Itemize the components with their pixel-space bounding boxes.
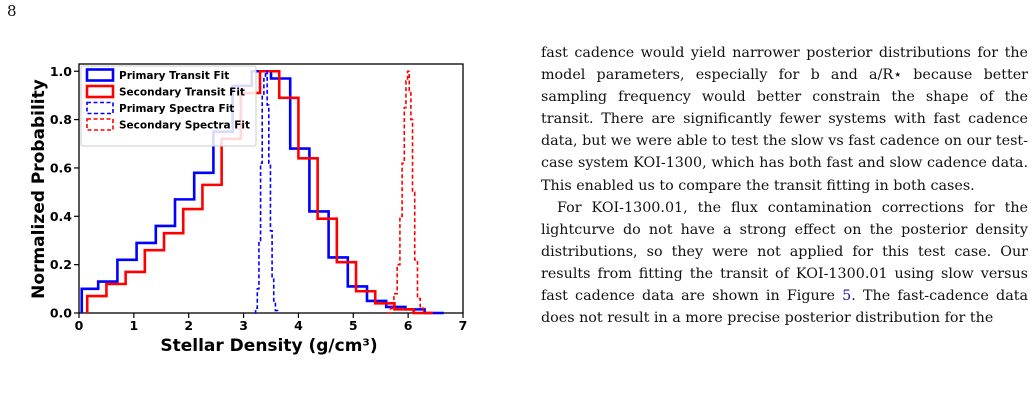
x-tick-label: 5	[349, 318, 358, 333]
y-tick-label: 0.8	[50, 112, 72, 127]
series-line-2	[254, 70, 279, 314]
legend-swatch	[85, 68, 115, 82]
legend-swatch	[85, 84, 115, 99]
series-line-1	[85, 69, 433, 315]
legend-swatch	[86, 118, 114, 131]
x-tick-label: 4	[294, 318, 303, 333]
paragraph-text: . The fast-cadence data does not result …	[541, 288, 1028, 327]
paragraph: For KOI-1300.01, the flux contamination …	[541, 197, 1028, 330]
y-tick-label: 1.0	[50, 64, 72, 79]
y-axis-label: Normalized Probability	[29, 79, 49, 299]
x-axis-label: Stellar Density (g/cm³)	[160, 336, 377, 356]
legend-label: Secondary Transit Fit	[119, 87, 245, 99]
y-tick-label: 0.4	[50, 209, 72, 224]
legend-swatch	[86, 101, 114, 115]
legend: Primary Transit Fit Secondary Transit Fit…	[80, 65, 257, 147]
stellar-density-histogram: 0 1 2 3 4 5 6 7 0.0 0.2 0.4 0.6 0.8 1.0 Primary Trans…	[29, 63, 468, 356]
y-tick-label: 0.0	[50, 306, 72, 321]
x-tick-label: 6	[404, 318, 413, 333]
legend-label: Secondary Spectra Fit	[119, 120, 250, 132]
y-tick-label: 0.6	[50, 160, 72, 175]
legend-label: Primary Transit Fit	[119, 70, 229, 82]
x-tick-label: 1	[130, 318, 139, 333]
x-tick-label: 0	[75, 318, 84, 333]
figure-reference-link[interactable]: 5	[842, 288, 852, 305]
plot-border	[78, 63, 464, 314]
x-tick-label: 3	[239, 318, 248, 333]
axes-layer: 0 1 2 3 4 5 6 7 0.0 0.2 0.4 0.6 0.8 1.0	[50, 64, 468, 333]
paragraph: fast cadence would yield narrower poster…	[541, 45, 1028, 194]
series-line-3	[387, 70, 425, 314]
page-number: 8	[7, 2, 17, 20]
paragraph-text: For KOI-1300.01, the flux contamination …	[541, 199, 1028, 305]
body-text-column: fast cadence would yield narrower poster…	[541, 42, 1028, 329]
x-tick-label: 2	[184, 318, 193, 333]
y-tick-label: 0.2	[50, 257, 72, 272]
legend-box	[80, 65, 257, 147]
x-tick-label: 7	[459, 318, 468, 333]
legend-label: Primary Spectra Fit	[119, 103, 234, 115]
plot-frame	[78, 63, 464, 314]
